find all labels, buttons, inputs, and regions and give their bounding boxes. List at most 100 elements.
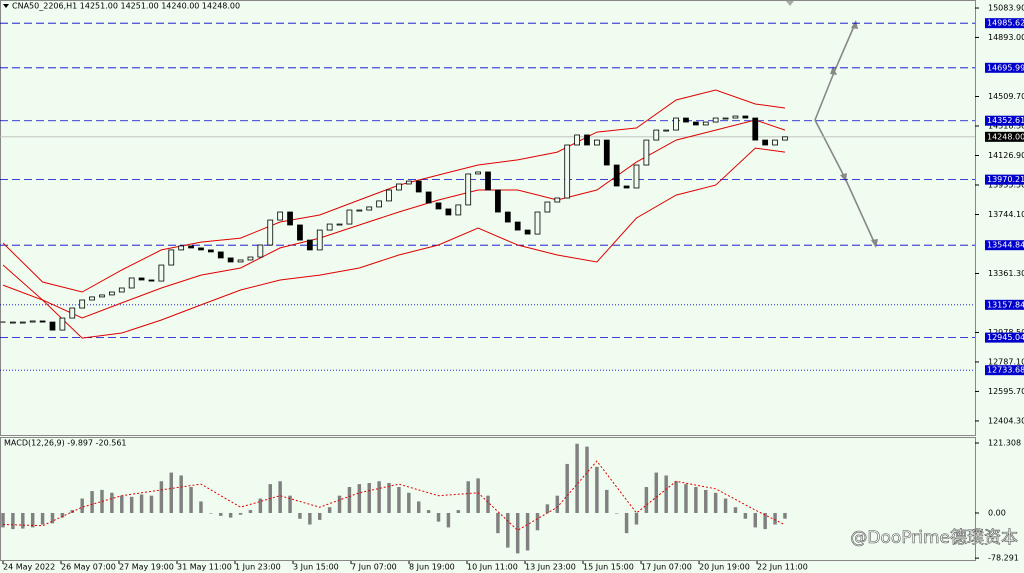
candle — [613, 164, 620, 187]
macd-bar — [238, 512, 243, 515]
level-label-box — [985, 115, 1024, 126]
macd-bar — [595, 466, 599, 513]
candle — [29, 320, 36, 323]
macd-bar — [743, 512, 748, 519]
y-tick-label: 14893.00 — [988, 33, 1024, 42]
y-tick-label: 14318.30 — [988, 122, 1024, 131]
macd-bar — [90, 491, 94, 513]
x-tick-label: 8 Jun 19:00 — [409, 563, 455, 572]
macd-bar — [535, 512, 540, 531]
candle — [396, 183, 402, 191]
candle — [178, 245, 185, 251]
macd-bar — [397, 487, 401, 513]
x-tick-label: 17 Jun 07:00 — [641, 563, 692, 572]
candle — [59, 317, 66, 331]
candle — [633, 164, 640, 189]
macd-bar — [318, 512, 322, 520]
macd-bar — [644, 487, 649, 513]
bollinger-lower — [2, 147, 786, 339]
candle — [415, 180, 422, 193]
macd-bar — [555, 495, 560, 513]
macd-bar — [327, 507, 332, 513]
macd-bar — [159, 481, 164, 513]
x-tick-label: 24 May 2022 — [3, 563, 55, 572]
macd-bar — [496, 512, 500, 534]
macd-bar — [694, 487, 698, 513]
candle — [584, 134, 590, 146]
macd-bar — [219, 512, 223, 516]
candle — [217, 251, 224, 259]
macd-bar — [139, 494, 144, 513]
macd-title: MACD(12,26,9) -9.897 -20.561 — [4, 439, 127, 448]
macd-bar — [733, 507, 738, 513]
candle — [673, 117, 679, 131]
current-price-label: 14248.00 — [987, 132, 1024, 141]
macd-bar — [436, 512, 441, 522]
macd-bar — [228, 512, 233, 518]
y-tick-label: 14126.90 — [988, 151, 1024, 160]
macd-bar — [258, 498, 263, 513]
y-tick-label: 13744.10 — [988, 210, 1024, 219]
candle — [445, 208, 452, 216]
macd-bar — [476, 478, 480, 513]
macd-bar — [209, 512, 213, 514]
candle — [425, 191, 432, 204]
candle — [376, 200, 383, 208]
candle — [237, 259, 244, 263]
macd-bar — [466, 481, 470, 513]
candle — [306, 239, 313, 251]
level-label-box — [985, 18, 1024, 29]
macd-bar — [387, 482, 391, 513]
macd-bar — [416, 501, 421, 513]
candle — [346, 209, 353, 225]
macd-bar — [298, 512, 302, 519]
macd-bar — [654, 472, 659, 513]
candle — [198, 247, 204, 251]
candle — [19, 321, 26, 324]
macd-bar — [308, 512, 312, 525]
candle — [683, 117, 689, 123]
candle — [109, 291, 115, 296]
macd-bar — [486, 495, 490, 513]
macd-bar — [60, 512, 65, 518]
candle — [455, 204, 462, 216]
macd-bar — [545, 504, 550, 513]
macd-bar — [684, 484, 688, 513]
macd-bar — [367, 482, 371, 513]
macd-bar — [189, 487, 193, 513]
macd-bar — [288, 495, 292, 513]
macd-bar — [248, 510, 253, 513]
chart-title: CNA50_2206,H1 14251.00 14251.00 14240.00… — [12, 2, 240, 11]
candle — [663, 129, 670, 132]
macd-bar — [713, 492, 718, 513]
candle — [148, 279, 155, 282]
macd-bar — [110, 492, 114, 513]
candle — [495, 189, 501, 213]
macd-bar — [199, 501, 203, 513]
candle — [386, 189, 392, 202]
candle — [207, 249, 214, 253]
candle — [69, 307, 76, 319]
level-label: 13544.84 — [987, 241, 1024, 250]
candle — [267, 219, 274, 246]
macd-bar — [506, 512, 510, 548]
level-label: 12945.04 — [987, 333, 1024, 342]
y-tick-label: 12595.70 — [988, 387, 1024, 396]
candle — [138, 277, 145, 281]
macd-bar — [337, 495, 342, 513]
macd-bar — [21, 512, 25, 529]
level-label: 14695.99 — [987, 63, 1024, 72]
level-label: 13970.21 — [987, 175, 1024, 184]
candle — [772, 139, 778, 146]
x-tick-label: 20 Jun 19:00 — [699, 563, 750, 572]
macd-bar — [783, 512, 787, 519]
candle — [10, 321, 16, 324]
candle — [643, 139, 650, 166]
macd-bar — [763, 512, 767, 530]
y-tick-label: 12404.30 — [988, 416, 1024, 425]
macd-bar — [456, 510, 461, 513]
macd-bar — [357, 484, 362, 513]
y-tick-label: 15083.90 — [988, 4, 1024, 13]
macd-bar — [605, 489, 609, 513]
